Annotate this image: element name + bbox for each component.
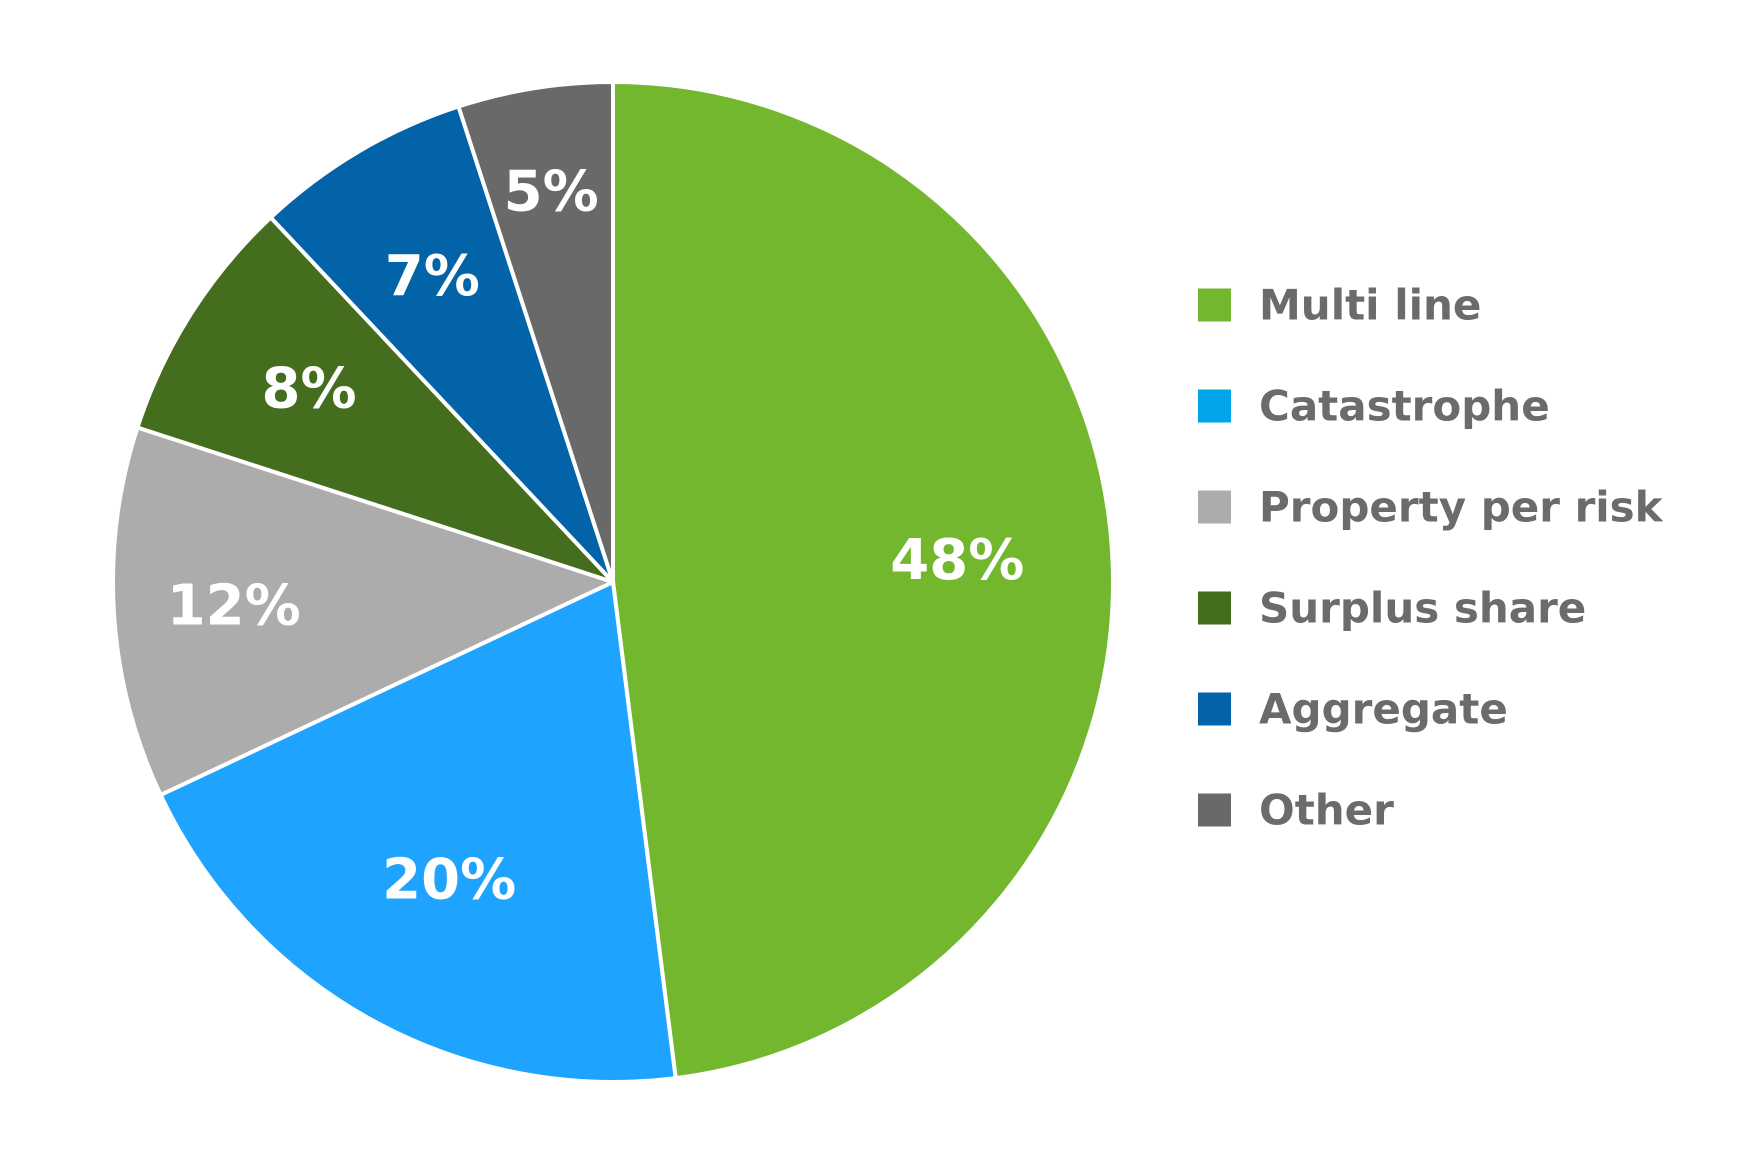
- slice-label-property-per-risk: 12%: [167, 573, 301, 638]
- legend-swatch-other: [1198, 793, 1231, 827]
- slice-label-aggregate: 7%: [385, 244, 480, 309]
- legend-label-catastrophe: Catastrophe: [1259, 382, 1550, 431]
- pie-slice-catastrophe: [158, 580, 678, 1084]
- legend-label-other: Other: [1259, 786, 1394, 835]
- legend: Multi line Catastrophe Property per risk Su…: [1198, 281, 1664, 835]
- pie-slice-surplus-share: [135, 215, 615, 584]
- legend-item-aggregate: Aggregate: [1198, 685, 1508, 734]
- legend-label-multi-line: Multi line: [1259, 281, 1481, 330]
- legend-label-property-per-risk: Property per risk: [1259, 483, 1664, 532]
- legend-item-multi-line: Multi line: [1198, 281, 1481, 330]
- pie-slice-aggregate: [268, 104, 615, 584]
- pie-slice-other: [456, 80, 615, 584]
- legend-swatch-multi-line: [1198, 288, 1231, 322]
- pie-slice-multi-line: [611, 80, 1116, 1081]
- legend-swatch-catastrophe: [1198, 389, 1231, 423]
- slice-label-other: 5%: [504, 159, 599, 224]
- slice-label-surplus-share: 8%: [262, 357, 357, 422]
- slice-label-catastrophe: 20%: [382, 847, 516, 912]
- legend-label-aggregate: Aggregate: [1259, 685, 1508, 734]
- pie-slices: [111, 80, 1116, 1084]
- legend-item-property-per-risk: Property per risk: [1198, 483, 1664, 532]
- legend-swatch-aggregate: [1198, 692, 1231, 726]
- legend-item-catastrophe: Catastrophe: [1198, 382, 1550, 431]
- pie-slice-property-per-risk: [111, 425, 615, 797]
- legend-swatch-surplus-share: [1198, 591, 1231, 625]
- pie-slice-labels: 48% 20% 12% 8% 7% 5%: [167, 159, 1025, 912]
- legend-item-other: Other: [1198, 786, 1394, 835]
- legend-item-surplus-share: Surplus share: [1198, 584, 1586, 633]
- legend-swatch-property-per-risk: [1198, 490, 1231, 524]
- slice-label-multi-line: 48%: [890, 528, 1024, 593]
- legend-label-surplus-share: Surplus share: [1259, 584, 1586, 633]
